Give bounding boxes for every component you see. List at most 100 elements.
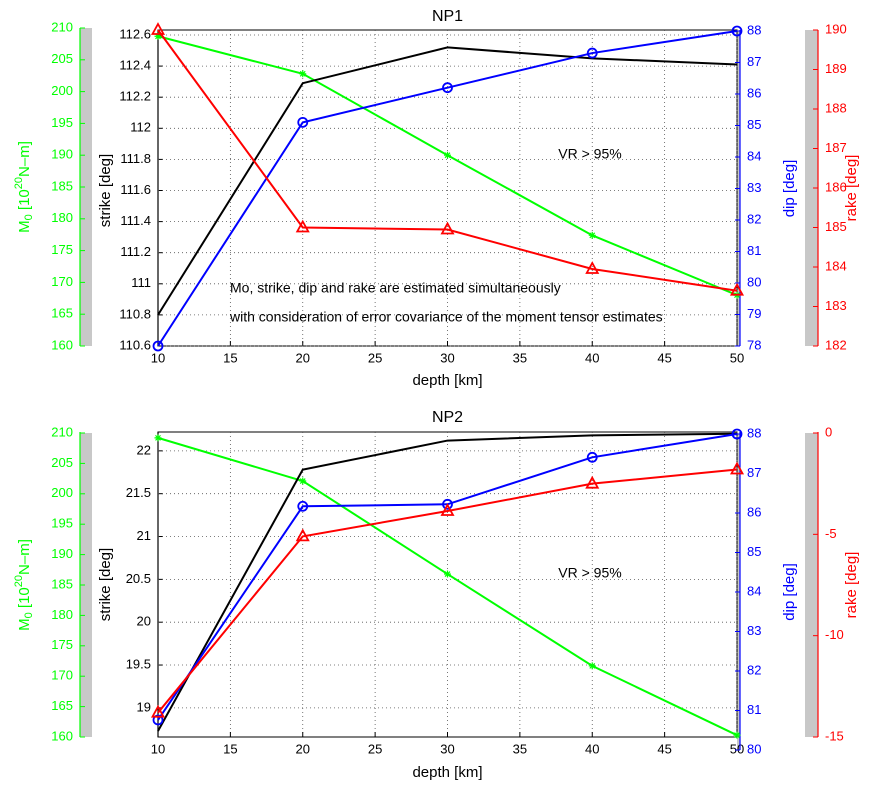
y-tick-label: 175 [51, 637, 73, 652]
marker [150, 704, 166, 718]
chart-title: NP1 [432, 8, 463, 25]
marker [442, 82, 453, 94]
y-tick-label: 87 [747, 465, 761, 480]
y-tick-label: 19.5 [126, 656, 151, 671]
y-tick-label: 111 [131, 275, 151, 290]
y-tick-label: 190 [825, 21, 847, 36]
y-tick-label: 200 [51, 83, 73, 98]
label-part: M [16, 220, 33, 233]
label-part: 20 [13, 575, 25, 587]
annotation: Mo, strike, dip and rake are estimated s… [230, 280, 561, 296]
x-tick-label: 30 [440, 741, 454, 756]
marker [588, 231, 596, 239]
marker [444, 151, 451, 159]
marker [586, 451, 598, 463]
label-part: [10 [16, 189, 33, 214]
y-tick-label: 84 [747, 583, 761, 598]
y-tick-label: 82 [747, 211, 761, 226]
data-line [157, 35, 738, 297]
x-tick-label: 15 [223, 350, 237, 365]
y-tick-label: 190 [51, 147, 73, 162]
y-tick-label: 184 [825, 258, 847, 273]
marker [585, 261, 600, 274]
label-part: 0 [23, 612, 35, 618]
y-tick-label: 111.6 [120, 182, 151, 197]
y-tick-label: 186 [825, 179, 847, 194]
y-axis-label: dip [deg] [781, 160, 798, 218]
y-axis-label: rake [deg] [843, 155, 860, 222]
y-tick-label: 165 [51, 306, 73, 321]
y-tick-label: 83 [747, 180, 761, 195]
y-tick-label: 190 [51, 546, 73, 561]
marker [588, 662, 596, 670]
y-tick-label: 180 [51, 210, 73, 225]
marker [585, 475, 600, 489]
marker [731, 428, 743, 440]
marker [731, 25, 743, 37]
y-tick-label: 79 [747, 306, 761, 321]
y-axis-label: dip [deg] [781, 563, 798, 621]
y-tick-label: 165 [51, 698, 73, 713]
y-tick-label: 205 [51, 455, 73, 470]
y-tick-label: 185 [825, 219, 847, 234]
y-tick-label: 188 [825, 100, 847, 115]
y-tick-label: 110.8 [119, 306, 151, 321]
y-tick-label: 82 [747, 662, 761, 677]
y-axis-label: strike [deg] [97, 548, 114, 621]
y-tick-label: 189 [825, 61, 847, 76]
y-tick-label: 86 [747, 504, 761, 519]
annotation: VR > 95% [558, 565, 621, 581]
y-tick-label: 111.2 [120, 244, 151, 259]
y-tick-label: 22 [137, 442, 151, 457]
y-tick-label: 81 [747, 702, 761, 717]
annotation: with consideration of error covariance o… [229, 309, 663, 325]
y-axis-label: M0 [1020N–m] [13, 539, 35, 631]
marker [444, 570, 451, 578]
marker [729, 461, 745, 475]
marker [295, 219, 310, 233]
marker [152, 714, 164, 726]
data-line [157, 436, 738, 737]
y-tick-label: 110.6 [119, 337, 151, 352]
y-tick-label: 87 [747, 54, 761, 69]
x-tick-label: 40 [585, 350, 599, 365]
y-axis-label: M0 [1020N–m] [13, 141, 35, 233]
y-tick-label: 80 [747, 741, 761, 756]
y-tick-label: 0 [825, 424, 832, 439]
y-tick-label: 86 [747, 85, 761, 100]
y-tick-label: 80 [747, 274, 761, 289]
label-part: 20 [13, 177, 25, 189]
marker [297, 500, 309, 512]
y-tick-label: 160 [51, 337, 73, 352]
y-tick-label: 85 [747, 117, 761, 132]
data-line [157, 29, 738, 292]
y-tick-label: -10 [825, 627, 844, 642]
y-tick-label: 185 [51, 576, 73, 591]
marker [154, 434, 162, 442]
marker [299, 477, 307, 485]
y-tick-label: 210 [51, 19, 73, 34]
y-tick-label: 183 [825, 298, 847, 313]
y-tick-label: 84 [747, 148, 761, 163]
x-tick-label: 10 [151, 350, 165, 365]
x-tick-label: 25 [368, 350, 382, 365]
y-tick-label: 170 [51, 274, 73, 289]
marker [440, 221, 455, 235]
y-tick-label: 210 [51, 424, 73, 439]
marker [150, 22, 166, 35]
axis-strip [80, 433, 92, 737]
y-tick-label: 160 [51, 728, 73, 743]
y-tick-label: 205 [51, 51, 73, 66]
x-tick-label: 35 [513, 741, 527, 756]
y-tick-label: 185 [51, 178, 73, 193]
label-part: N–m] [16, 539, 33, 575]
marker [440, 503, 455, 516]
y-tick-label: 112.6 [119, 26, 151, 41]
marker [297, 116, 309, 128]
x-tick-label: 10 [151, 741, 165, 756]
x-tick-label: 45 [657, 741, 671, 756]
x-tick-label: 35 [513, 350, 527, 365]
y-tick-label: 85 [747, 544, 761, 559]
y-tick-label: 88 [747, 22, 761, 37]
